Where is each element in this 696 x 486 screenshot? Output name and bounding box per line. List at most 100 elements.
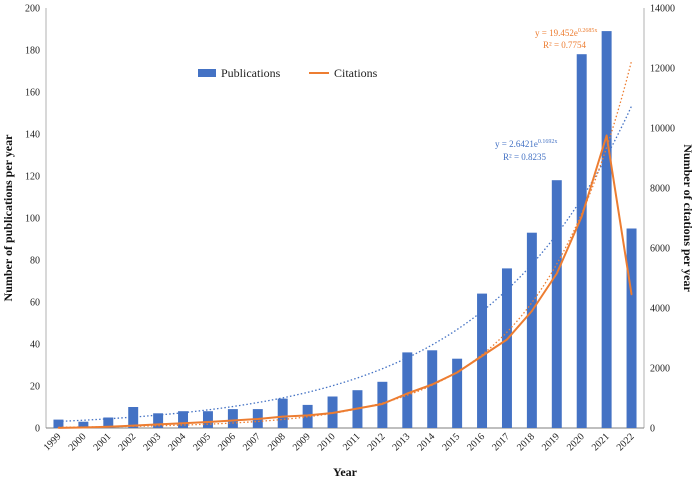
y-tick-label: 120 [25, 172, 40, 183]
bar-2000 [78, 421, 89, 428]
x-tick-label: 2013 [390, 431, 412, 453]
x-tick-label: 2004 [166, 431, 188, 453]
citation-point-2012 [381, 403, 384, 405]
x-tick-label: 2022 [615, 431, 637, 453]
y2-tick-label: 2000 [650, 364, 670, 375]
citation-point-2005 [207, 421, 209, 423]
x-tick-label: 2007 [241, 431, 263, 453]
citation-point-1999 [57, 427, 60, 429]
x-tick-label: 2003 [141, 431, 163, 453]
bar-2005 [202, 411, 213, 428]
legend: Publications Citations [198, 66, 378, 80]
citation-point-2002 [132, 424, 135, 427]
y-tick-label: 80 [30, 256, 40, 267]
y2-tick-label: 4000 [650, 304, 670, 315]
bar-2008 [277, 398, 288, 428]
bar-2022 [626, 228, 637, 428]
y-tick-label: 200 [25, 4, 40, 15]
y-tick-label: 40 [30, 340, 40, 351]
publication-r2-text: R² = 0.8235 [503, 152, 547, 162]
x-tick-label: 2000 [67, 431, 89, 453]
y-tick-labels: 0 20 40 60 80 100 120 140 160 180 200 [25, 4, 40, 435]
y2-tick-label: 14000 [650, 4, 675, 15]
citation-point-2020 [580, 215, 583, 218]
x-tick-label: 2008 [266, 431, 288, 453]
citation-equation-base: y = 19.452e [535, 28, 578, 38]
citation-point-2013 [406, 392, 409, 395]
y-tick-label: 180 [25, 46, 40, 57]
x-tick-label: 2021 [590, 431, 612, 453]
citation-r2-text: R² = 0.7754 [543, 40, 587, 50]
x-tick-label: 2020 [565, 431, 587, 453]
x-tick-label: 2017 [490, 431, 512, 453]
citation-point-2004 [182, 422, 184, 425]
citation-point-2015 [456, 371, 458, 374]
bar-2003 [153, 413, 164, 428]
x-tick-label: 2010 [316, 431, 338, 453]
x-tick-label: 2014 [415, 431, 437, 453]
bar-2015 [452, 358, 463, 428]
publication-trendline [58, 105, 633, 423]
y-tick-label: 160 [25, 88, 40, 99]
x-tick-label: 2006 [216, 431, 238, 453]
y2-tick-label: 12000 [650, 64, 675, 75]
y2-tick-label: 0 [650, 424, 655, 435]
citation-equation-text: y = 19.452e0.2685x [535, 28, 597, 38]
publication-trend-equation: y = 2.6421e0.1692x R² = 0.8235 [495, 139, 557, 162]
bar-2021 [601, 31, 612, 428]
y-axis-title: Number of publications per year [1, 134, 15, 302]
publication-equation-base: y = 2.6421e [495, 139, 538, 149]
y2-tick-label: 8000 [650, 184, 670, 195]
citation-point-2018 [531, 310, 533, 312]
bar-2020 [576, 54, 587, 428]
y2-tick-labels: 0 2000 4000 6000 8000 10000 12000 14000 [650, 4, 675, 435]
citation-equation-exponent: 0.2685x [578, 28, 598, 34]
publication-equation-exponent: 0.1692x [538, 139, 558, 145]
citation-point-2021 [605, 134, 608, 137]
citation-trendline [58, 60, 633, 428]
citation-point-2003 [157, 423, 159, 426]
bar-2017 [501, 268, 512, 428]
x-tick-label: 2015 [440, 431, 462, 453]
y-tick-label: 20 [30, 382, 40, 393]
bar-2013 [402, 352, 413, 428]
bar-2009 [302, 404, 313, 428]
legend-label-citations: Citations [334, 66, 378, 80]
x-tick-labels: 1999 2000 2001 2002 2003 2004 2005 2006 2007 2008… [42, 431, 637, 453]
x-tick-label: 2018 [515, 431, 537, 453]
x-tick-label: 2011 [341, 431, 363, 453]
bar-2004 [178, 411, 189, 428]
y2-tick-label: 6000 [650, 244, 670, 255]
x-tick-label: 2001 [91, 431, 113, 453]
citation-point-2001 [107, 426, 110, 428]
bar-2006 [227, 409, 238, 428]
citation-point-2010 [331, 412, 334, 414]
bar-2014 [427, 350, 438, 428]
citation-line-group [57, 134, 633, 429]
y-tick-label: 100 [25, 214, 40, 225]
x-tick-label: 2005 [191, 431, 213, 453]
x-tick-label: 1999 [42, 431, 64, 453]
publication-bars [53, 31, 637, 428]
x-tick-label: 2012 [366, 431, 388, 453]
citation-point-2017 [506, 338, 508, 341]
x-axis-title: Year [333, 465, 358, 479]
legend-label-publications: Publications [221, 66, 281, 80]
bar-1999 [53, 419, 64, 428]
y2-axis-title: Number of citations per year [681, 144, 695, 292]
x-tick-label: 2019 [540, 431, 562, 453]
x-tick-label: 2002 [116, 431, 138, 453]
y2-tick-label: 10000 [650, 124, 675, 135]
citation-point-2011 [356, 407, 359, 410]
legend-swatch-publications [198, 69, 216, 77]
x-tick-label: 2016 [465, 431, 487, 453]
citation-trend-equation: y = 19.452e0.2685x R² = 0.7754 [535, 28, 597, 50]
citation-point-2008 [281, 415, 284, 418]
citation-point-2000 [82, 426, 85, 429]
bar-2001 [103, 417, 114, 428]
y-tick-label: 0 [35, 424, 40, 435]
trendlines [58, 60, 633, 428]
y-tick-label: 60 [30, 298, 40, 309]
